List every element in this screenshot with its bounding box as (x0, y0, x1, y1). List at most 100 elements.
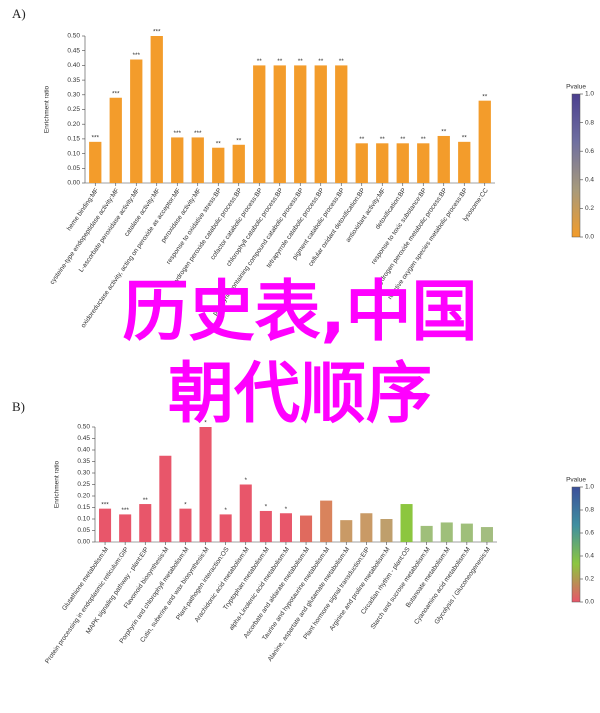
y-tick-label: 0.30 (67, 92, 80, 99)
y-tick-label: 0.05 (77, 527, 90, 534)
bar (239, 484, 252, 542)
colorbar-tick-label: 0.2 (585, 576, 594, 583)
bar (440, 522, 453, 542)
y-tick-label: 0.50 (77, 424, 90, 431)
significance-label: *** (153, 29, 161, 36)
y-tick-label: 0.35 (77, 458, 90, 465)
colorbar-tick-label: 0.2 (585, 205, 594, 212)
significance-label: * (224, 507, 227, 514)
bar (171, 137, 184, 183)
bar (253, 65, 266, 183)
colorbar-title: Pvalue (566, 477, 586, 484)
panel-label: B) (12, 399, 25, 414)
colorbar-tick-label: 0.8 (585, 119, 594, 126)
significance-label: ** (359, 136, 365, 143)
bar (232, 144, 245, 183)
bar (279, 513, 292, 542)
panel-label: A) (12, 6, 26, 21)
bar (437, 135, 450, 183)
overlay-text: 朝代顺序 (168, 355, 432, 432)
y-tick-label: 0.30 (77, 470, 90, 477)
bar (119, 514, 132, 542)
y-tick-label: 0.25 (67, 106, 80, 113)
y-tick-label: 0.45 (67, 47, 80, 54)
bar (273, 65, 286, 183)
significance-label: ** (380, 136, 386, 143)
significance-label: *** (91, 135, 99, 142)
bar (417, 143, 430, 183)
colorbar-title: Pvalue (566, 84, 586, 91)
significance-label: *** (121, 507, 129, 514)
bar (212, 147, 225, 183)
significance-label: *** (194, 130, 202, 137)
bar (109, 97, 122, 183)
bar (179, 508, 192, 542)
y-tick-label: 0.05 (67, 165, 80, 172)
significance-label: ** (482, 93, 488, 100)
x-tick-label: Protein processing in endoplasmic reticu… (44, 546, 130, 665)
significance-label: ** (441, 129, 447, 136)
bar (150, 36, 163, 183)
significance-label: ** (298, 58, 304, 65)
y-tick-label: 0.45 (77, 435, 90, 442)
x-tick-label: peroxidase activity:MF (160, 187, 203, 244)
y-tick-label: 0.40 (77, 447, 90, 454)
significance-label: ** (462, 135, 468, 142)
colorbar-tick-label: 0.0 (585, 234, 594, 241)
y-tick-label: 0.20 (67, 121, 80, 128)
significance-label: ** (277, 58, 283, 65)
significance-label: * (285, 506, 288, 513)
y-tick-label: 0.10 (77, 516, 90, 523)
y-axis-label: Enrichment ratio (44, 85, 51, 133)
bar (159, 455, 172, 542)
y-tick-label: 0.50 (67, 33, 80, 40)
y-tick-label: 0.10 (67, 150, 80, 157)
colorbar-tick-label: 0.6 (585, 148, 594, 155)
y-tick-label: 0.00 (77, 539, 90, 546)
bar (294, 65, 307, 183)
bar (199, 427, 212, 542)
significance-label: ** (421, 136, 427, 143)
colorbar-tick-label: 1.0 (585, 91, 594, 98)
significance-label: *** (112, 90, 120, 97)
bar (130, 59, 143, 183)
bar (300, 515, 313, 542)
y-tick-label: 0.35 (67, 77, 80, 84)
bar (219, 514, 232, 542)
y-tick-label: 0.40 (67, 62, 80, 69)
bar (360, 513, 373, 542)
colorbar-tick-label: 0.0 (585, 599, 594, 606)
bar (478, 100, 491, 183)
significance-label: ** (236, 137, 242, 144)
significance-label: * (265, 504, 268, 511)
significance-label: * (184, 501, 187, 508)
significance-label: *** (173, 130, 181, 137)
bar (380, 519, 393, 542)
significance-label: ** (143, 497, 149, 504)
bar (376, 143, 389, 183)
significance-label: ** (339, 58, 345, 65)
overlay-text: 历史表,中国 (122, 273, 477, 350)
bar (420, 525, 433, 542)
bar (460, 523, 473, 542)
bar (458, 141, 471, 183)
y-tick-label: 0.15 (77, 504, 90, 511)
y-tick-label: 0.25 (77, 481, 90, 488)
bar (355, 143, 368, 183)
colorbar-tick-label: 0.4 (585, 553, 594, 560)
significance-label: *** (132, 52, 140, 59)
bar (314, 65, 327, 183)
bar (139, 504, 152, 542)
significance-label: ** (257, 58, 263, 65)
significance-label: ** (216, 140, 222, 147)
colorbar-tick-label: 0.6 (585, 530, 594, 537)
bar (191, 137, 204, 183)
significance-label: ** (400, 136, 406, 143)
bar (99, 508, 112, 542)
bar (480, 527, 493, 542)
bar (396, 143, 409, 183)
colorbar-tick-label: 0.4 (585, 177, 594, 184)
bar (320, 500, 333, 542)
colorbar-tick-label: 0.8 (585, 507, 594, 514)
